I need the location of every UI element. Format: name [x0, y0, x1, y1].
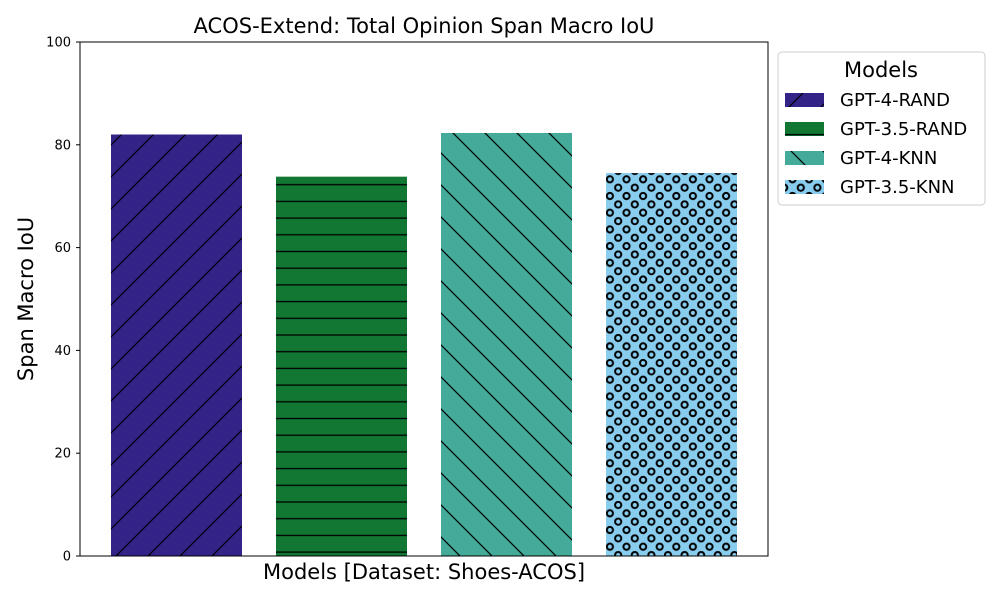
y-axis-title: Span Macro IoU	[14, 217, 38, 381]
bar-hatch-gpt-4-rand	[111, 134, 242, 556]
legend-swatch-hatch-gpt-3-5-rand	[785, 122, 824, 136]
bars-group	[111, 132, 737, 556]
legend: Models GPT-4-RANDGPT-3.5-RANDGPT-4-KNNGP…	[777, 51, 986, 206]
legend-title: Models	[844, 58, 918, 82]
bar-hatch-gpt-3-5-knn	[606, 173, 737, 556]
legend-box	[777, 51, 986, 206]
y-tick-label: 0	[63, 550, 71, 565]
y-axis: 0 20 40 60 80 100	[46, 36, 80, 565]
y-tick-label: 80	[54, 138, 71, 153]
legend-swatch-hatch-gpt-4-knn	[785, 151, 824, 165]
x-axis-title: Models [Dataset: Shoes-ACOS]	[263, 560, 585, 584]
bar-hatch-gpt-4-knn	[441, 132, 572, 556]
y-tick-label: 20	[54, 447, 71, 462]
legend-swatch-hatch-gpt-3-5-knn	[785, 180, 824, 194]
legend-label-gpt-3-5-knn: GPT-3.5-KNN	[840, 177, 955, 198]
y-tick-label: 60	[54, 241, 71, 256]
legend-items: GPT-4-RAND GPT-3.5-RAND GPT-4-KNN GPT-3.5-K…	[785, 90, 967, 198]
plot-frame	[79, 41, 769, 557]
y-tick-label: 40	[54, 344, 71, 359]
legend-swatch-hatch-gpt-4-rand	[785, 93, 824, 107]
legend-label-gpt-4-knn: GPT-4-KNN	[840, 148, 937, 169]
chart-title: ACOS-Extend: Total Opinion Span Macro Io…	[194, 14, 655, 38]
legend-label-gpt-4-rand: GPT-4-RAND	[840, 90, 950, 111]
bar-hatch-gpt-3-5-rand	[276, 176, 407, 556]
legend-label-gpt-3-5-rand: GPT-3.5-RAND	[840, 119, 967, 140]
y-tick-label: 100	[46, 36, 71, 51]
